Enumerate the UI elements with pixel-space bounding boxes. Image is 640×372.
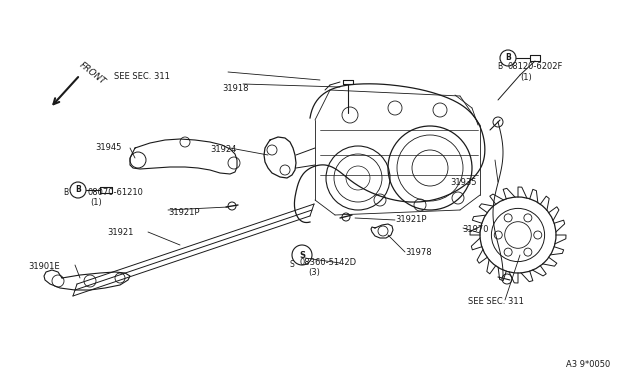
Text: S: S (299, 250, 305, 260)
Text: 31978: 31978 (405, 248, 431, 257)
Text: (3): (3) (308, 268, 320, 277)
Text: 31921: 31921 (107, 228, 133, 237)
Text: 08360-5142D: 08360-5142D (300, 258, 357, 267)
Text: 08070-61210: 08070-61210 (87, 188, 143, 197)
Text: 31935: 31935 (450, 178, 477, 187)
Text: 31921P: 31921P (168, 208, 200, 217)
Text: 08120-6202F: 08120-6202F (507, 62, 563, 71)
Text: FRONT: FRONT (78, 61, 108, 87)
Text: 31918: 31918 (222, 84, 248, 93)
Text: B: B (63, 188, 68, 197)
Text: 31924: 31924 (210, 145, 236, 154)
Text: B: B (75, 186, 81, 195)
Text: 31901E: 31901E (28, 262, 60, 271)
Text: 31945: 31945 (95, 143, 122, 152)
Text: (1): (1) (90, 198, 102, 207)
Text: 31970: 31970 (462, 225, 488, 234)
Text: SEE SEC. 311: SEE SEC. 311 (114, 72, 170, 81)
Text: B: B (497, 62, 502, 71)
Text: B: B (505, 54, 511, 62)
Text: SEE SEC. 311: SEE SEC. 311 (468, 297, 524, 306)
Text: A3 9*0050: A3 9*0050 (566, 360, 610, 369)
Text: 31921P: 31921P (395, 215, 426, 224)
Text: (1): (1) (520, 73, 532, 82)
Text: S: S (290, 260, 295, 269)
